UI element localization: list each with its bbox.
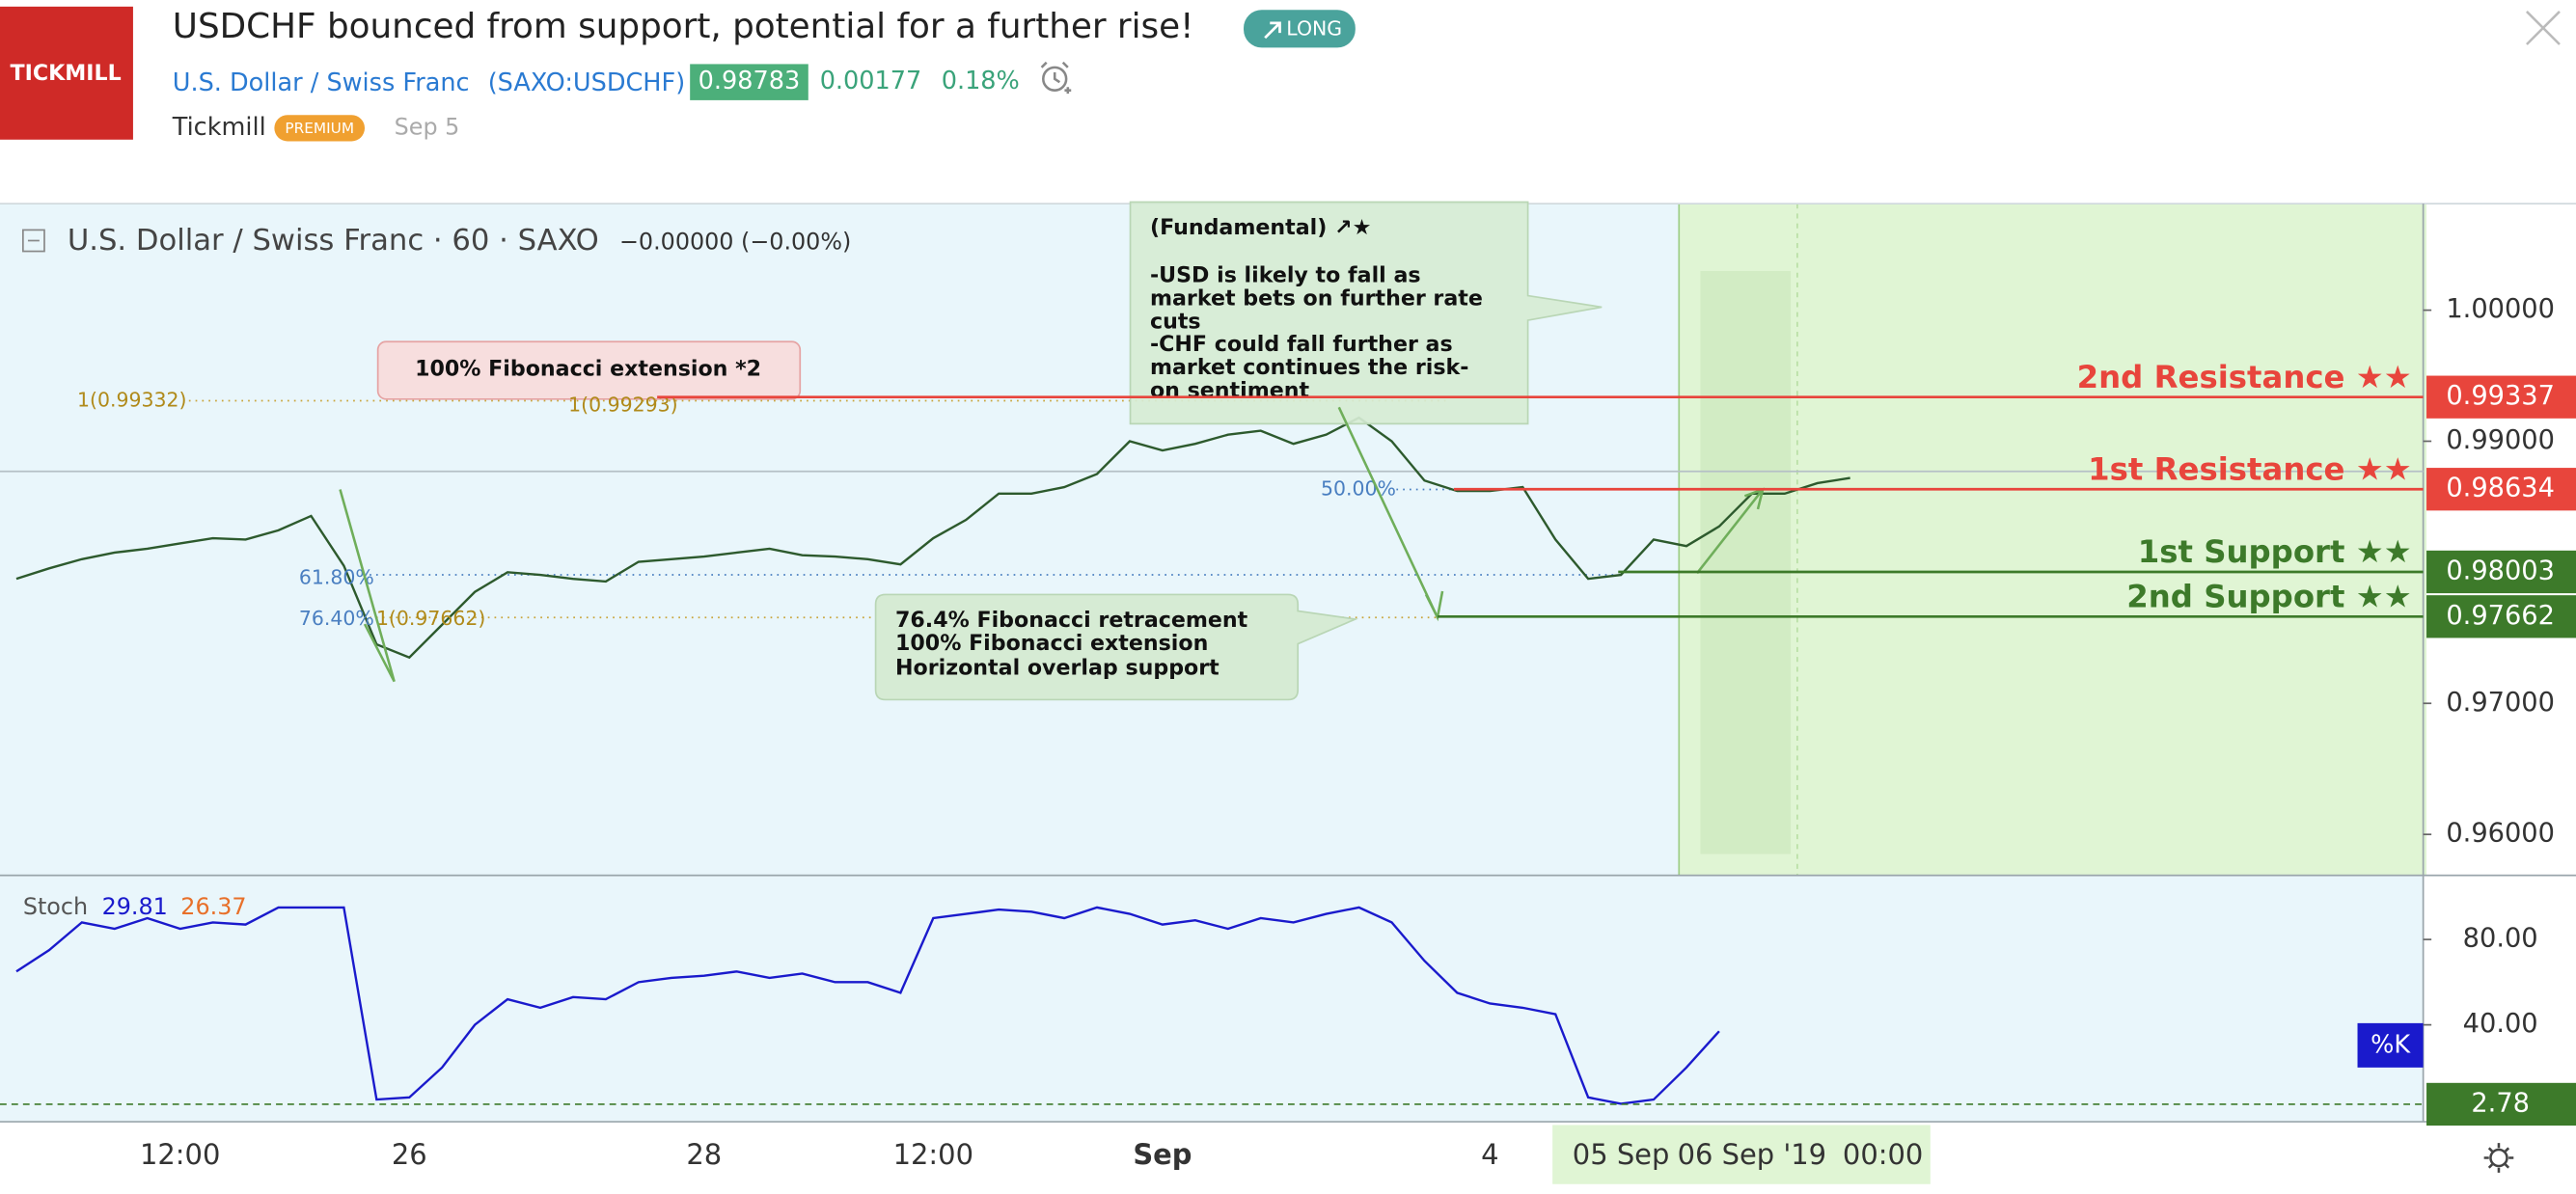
x-tick-label: 12:00: [140, 1138, 220, 1171]
y-tick-label: 0.99000: [2446, 425, 2555, 455]
x-tick-label: 00:00: [1843, 1138, 1923, 1171]
price-line: [15, 906, 1720, 1105]
level-value: 0.98003: [2446, 556, 2555, 585]
fundamental-text: -CHF could fall further as: [1150, 332, 1453, 357]
alert-icon[interactable]: [1040, 61, 1072, 95]
level-value: 0.99337: [2446, 381, 2555, 411]
y-tick-label: 80.00: [2463, 924, 2538, 954]
fib-label: 1(0.99332): [77, 389, 186, 412]
fundamental-text: cuts: [1150, 309, 1201, 334]
level-name: 1st Resistance ★★: [2088, 450, 2412, 487]
fib-label: 50.00%: [1321, 476, 1396, 500]
stoch-readout: 26.37: [180, 893, 246, 920]
x-tick-label: Sep: [1133, 1138, 1192, 1171]
x-tick-label: 28: [686, 1138, 722, 1171]
price-change: 0.00177: [820, 67, 922, 95]
fundamental-text: market bets on further rate: [1150, 285, 1483, 311]
level-name: 2nd Resistance ★★: [2077, 359, 2412, 395]
stoch-level-value: 2.78: [2471, 1088, 2530, 1118]
support-note: 76.4% Fibonacci retracement: [895, 608, 1248, 633]
symbol-code[interactable]: (SAXO:USDCHF): [488, 68, 685, 97]
level-value-box: [2426, 468, 2576, 511]
series-layer: [15, 416, 1850, 1105]
projection-zone: [1679, 204, 2427, 876]
price-line: [15, 416, 1850, 660]
y-tick-label: 1.00000: [2446, 294, 2555, 324]
level-value-box: [2426, 595, 2576, 638]
fib-label: 76.40%: [299, 607, 374, 630]
x-tick-label: 06 Sep '19: [1678, 1138, 1827, 1171]
long-label: LONG: [1286, 17, 1342, 41]
long-arrow-icon: [1264, 21, 1281, 40]
support-callout: [874, 593, 1358, 701]
y-tick-label: 0.97000: [2446, 688, 2555, 718]
fundamental-text: (Fundamental) ↗★: [1150, 215, 1371, 240]
y-tick-label: 40.00: [2463, 1009, 2538, 1039]
x-tick-label: 26: [392, 1138, 427, 1171]
stoch-title: Stoch: [23, 893, 88, 920]
level-value-box: [2426, 375, 2576, 419]
fundamental-text: -USD is likely to fall as: [1150, 263, 1421, 288]
price: 0.98783: [699, 67, 801, 95]
long-badge: [1244, 10, 1356, 48]
idea-date: Sep 5: [395, 113, 460, 140]
idea-title: USDCHF bounced from support, potential f…: [173, 7, 1194, 46]
fundamental-text: market continues the risk-: [1150, 355, 1469, 380]
price-box: [690, 64, 808, 100]
symbol-name[interactable]: U.S. Dollar / Swiss Franc: [173, 68, 470, 97]
settings-icon[interactable]: [2483, 1143, 2514, 1173]
series-label: %K: [2370, 1031, 2411, 1060]
x-tick-label: 12:00: [893, 1138, 973, 1171]
logo: TICKMILL: [11, 61, 122, 86]
logo-bg: [0, 6, 133, 140]
level-value-box: [2426, 550, 2576, 594]
chart-title: U.S. Dollar / Swiss Franc · 60 · SAXO: [68, 224, 599, 258]
time-highlight: [1552, 1125, 1931, 1184]
level-value: 0.98634: [2446, 474, 2555, 503]
stoch-level-box: [2426, 1082, 2576, 1126]
premium-label: PREMIUM: [285, 120, 354, 137]
author[interactable]: Tickmill: [172, 113, 266, 142]
projection-strip: [1700, 270, 1792, 855]
fib-extension-box: [376, 340, 802, 400]
premium-badge: [274, 115, 366, 142]
support-note: 100% Fibonacci extension: [895, 631, 1208, 656]
fundamental-callout: [1129, 201, 1603, 425]
fib-extension-label: 100% Fibonacci extension *2: [415, 357, 761, 382]
price-change-pct: 0.18%: [942, 67, 1020, 95]
support-note: Horizontal overlap support: [895, 656, 1219, 681]
collapse-icon[interactable]: [21, 229, 45, 253]
chart-change: −0.00000 (−0.00%): [619, 229, 851, 256]
level-name: 2nd Support ★★: [2126, 579, 2411, 615]
fundamental-text: on sentiment: [1150, 378, 1310, 403]
series-label-box: [2357, 1022, 2424, 1068]
fib-label: 1(0.97662): [376, 607, 485, 630]
x-tick-label: 05 Sep: [1573, 1138, 1670, 1171]
x-tick-label: 4: [1481, 1138, 1498, 1171]
y-tick-label: 0.96000: [2446, 819, 2555, 849]
stoch-readout: 29.81: [102, 893, 168, 920]
close-button[interactable]: [2526, 11, 2561, 45]
level-name: 1st Support ★★: [2138, 533, 2412, 570]
level-value: 0.97662: [2446, 601, 2555, 631]
